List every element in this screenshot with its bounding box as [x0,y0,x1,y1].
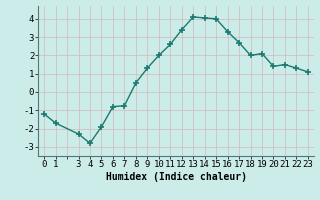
X-axis label: Humidex (Indice chaleur): Humidex (Indice chaleur) [106,172,246,182]
